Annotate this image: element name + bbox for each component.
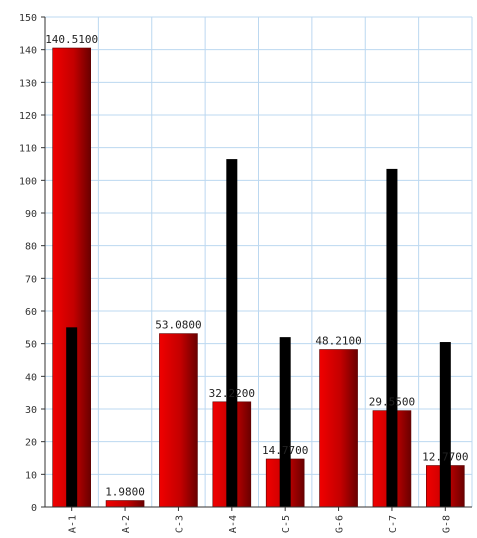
red-bar (159, 333, 198, 508)
x-axis-tick-labels: A-1 A-2 C-3 A-4 C-5 G-6 C-7 G-8 (68, 507, 452, 533)
black-bar (439, 342, 451, 507)
y-tick-label: 80 (25, 242, 37, 253)
y-tick-label: 150 (19, 13, 37, 24)
red-bar (319, 349, 358, 508)
y-tick-label: 130 (19, 78, 37, 89)
y-tick-label: 40 (25, 372, 37, 383)
data-label: 32.2200 (209, 387, 255, 400)
y-tick-label: 90 (25, 209, 37, 220)
data-label: 140.5100 (45, 33, 98, 46)
y-tick-label: 10 (25, 470, 37, 481)
black-bar (386, 168, 398, 507)
y-tick-label: 140 (19, 46, 37, 57)
data-label: 53.0800 (155, 319, 201, 332)
x-tick-label: A-1 (68, 515, 79, 533)
x-tick-label: G-6 (335, 515, 346, 533)
data-label: 12.7700 (422, 451, 468, 464)
y-tick-label: 110 (19, 144, 37, 155)
x-tick-label: C-7 (388, 515, 399, 533)
y-tick-label: 0 (31, 503, 37, 514)
black-bar (226, 159, 238, 507)
y-tick-label: 20 (25, 438, 37, 449)
x-tick-label: G-8 (441, 515, 452, 533)
bars (52, 47, 465, 508)
y-tick-label: 100 (19, 176, 37, 187)
x-tick-label: A-2 (121, 515, 132, 533)
grid-lines (41, 16, 473, 508)
black-bar (279, 337, 291, 507)
data-label: 1.9800 (105, 486, 145, 499)
y-tick-label: 60 (25, 307, 37, 318)
y-tick-label: 70 (25, 274, 37, 285)
y-tick-label: 50 (25, 340, 37, 351)
black-bar (66, 327, 78, 507)
data-label: 29.5500 (369, 396, 415, 409)
y-tick-label: 30 (25, 405, 37, 416)
x-tick-label: C-5 (281, 515, 292, 533)
data-labels: 140.5100 1.9800 53.0800 32.2200 14.7700 48.21… (45, 33, 468, 499)
red-bar (105, 500, 145, 508)
x-tick-label: A-4 (228, 515, 239, 533)
data-label: 14.7700 (262, 444, 308, 457)
x-tick-label: C-3 (174, 515, 185, 533)
y-axis-tick-labels: 0 10 20 30 40 50 60 70 80 90 100 110 120 130 140 150 (19, 13, 37, 514)
data-label: 48.2100 (315, 335, 361, 348)
y-tick-label: 120 (19, 111, 37, 122)
